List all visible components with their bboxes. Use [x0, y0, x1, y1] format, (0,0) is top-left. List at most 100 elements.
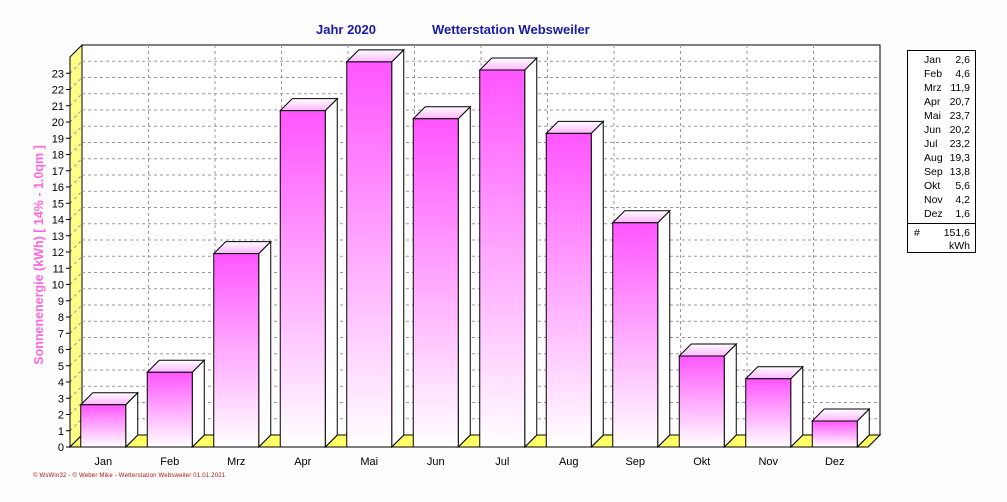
y-tick-label: 17 [52, 166, 64, 178]
legend-row: Aug 19,3 [908, 152, 975, 166]
bar-mai [345, 48, 405, 449]
bar-front [678, 355, 725, 448]
y-tick-label: 21 [52, 101, 64, 113]
x-tick-label: Okt [693, 456, 710, 468]
legend-month: Jun [924, 124, 941, 136]
bar-front [745, 378, 792, 448]
y-tick-label: 14 [52, 215, 64, 227]
legend-value: 23,2 [949, 138, 970, 150]
legend-value: 23,7 [949, 110, 970, 122]
grid-line-side [69, 385, 83, 399]
grid-line-side [69, 158, 83, 172]
footer-copyright: © WsWin32 - © Weber Mike - Wetterstation… [33, 473, 226, 479]
x-tick-label: Feb [160, 456, 179, 468]
grid-line-side [69, 77, 83, 90]
chart-station-title: Wetterstation Websweiler [432, 22, 590, 37]
y-tick-label: 18 [52, 150, 64, 162]
x-tick-label: Dez [825, 456, 845, 468]
legend-row: Sep 13,8 [908, 166, 975, 180]
y-tick-label: 8 [58, 312, 64, 324]
y-tick-label: 10 [52, 280, 64, 292]
legend-value: 4,2 [955, 194, 970, 206]
grid-line-side [69, 223, 83, 237]
y-tick-label: 23 [52, 68, 64, 80]
legend-row: Jan 2,6 [908, 54, 975, 68]
bar-jun [412, 105, 472, 449]
legend-month: Dez [924, 208, 943, 220]
y-tick-label: 12 [52, 247, 64, 259]
legend-total-symbol: # [914, 227, 920, 239]
bar-nov [744, 365, 804, 449]
legend-row: Mrz 11,9 [908, 82, 975, 96]
legend-row: Mai 23,7 [908, 110, 975, 124]
legend-value: 4,6 [955, 68, 970, 80]
bar-jul [478, 56, 538, 449]
y-tick-label: 3 [58, 393, 64, 405]
bar-side [191, 359, 205, 449]
y-tick-label: 2 [58, 410, 64, 422]
x-tick-label: Mai [360, 456, 378, 468]
legend-row: Okt 5,6 [908, 180, 975, 194]
bar-side [524, 56, 538, 449]
legend-month: Jul [924, 138, 938, 150]
y-tick-label: 13 [52, 231, 64, 243]
grid-line-side [69, 288, 83, 302]
x-tick-label: Jan [94, 456, 112, 468]
bar-front [612, 222, 659, 448]
bar-front [479, 69, 526, 448]
y-tick-label: 16 [52, 182, 64, 194]
x-tick-label: Nov [758, 456, 778, 468]
grid-line-side [69, 369, 83, 383]
grid-line-side [69, 304, 83, 318]
x-tick-label: Jun [427, 456, 445, 468]
legend-month: Feb [924, 68, 943, 80]
bar-apr [279, 97, 339, 449]
grid-line-side [69, 174, 83, 188]
grid-line-side [69, 418, 83, 432]
grid-line-side [69, 60, 83, 74]
x-tick-label: Mrz [227, 456, 245, 468]
bar-aug [545, 120, 605, 449]
grid-line-side [69, 190, 83, 204]
y-axis-label: Sonnenenergie (kWh) [ 14% - 1.0qm ] [32, 145, 46, 364]
x-axis-ticks: Jan Feb Mrz Apr Mai Jun Jul Aug Sep Okt Nov Dez [94, 456, 844, 468]
legend-row: Jun 20,2 [908, 124, 975, 138]
legend-divider [908, 223, 975, 224]
legend-month: Okt [924, 180, 941, 192]
legend-month: Sep [924, 166, 943, 178]
grid-line-side [69, 142, 83, 155]
bar-side [324, 97, 338, 449]
bar-front [279, 110, 326, 448]
legend-row: Feb 4,6 [908, 68, 975, 82]
grid-line-side [69, 402, 83, 415]
grid-line-side [69, 353, 83, 367]
grid-line-side [69, 109, 83, 123]
legend-month: Nov [924, 194, 943, 206]
y-tick-label: 4 [58, 377, 64, 389]
legend-row: Dez 1,6 [908, 208, 975, 222]
bar-side [258, 240, 272, 449]
bar-side [391, 48, 405, 449]
legend-value: 20,2 [949, 124, 970, 136]
y-tick-label: 1 [58, 426, 64, 438]
legend-value: 13,8 [949, 166, 970, 178]
grid-line-side [69, 239, 83, 253]
bar-feb [146, 359, 206, 449]
chart-year-title: Jahr 2020 [316, 22, 376, 37]
bar-front [346, 61, 393, 448]
y-tick-label: 22 [52, 85, 64, 97]
legend-value: 11,9 [950, 82, 970, 94]
grid-line-side [69, 125, 83, 139]
y-tick-label: 20 [52, 117, 64, 129]
bar-mrz [212, 240, 272, 449]
y-tick-label: 0 [58, 442, 64, 454]
legend-month: Aug [924, 152, 943, 164]
x-tick-label: Jul [495, 456, 509, 468]
grid-line-side [69, 207, 83, 220]
y-tick-label: 7 [58, 328, 64, 340]
legend-row: Jul 23,2 [908, 138, 975, 152]
legend-month: Mrz [924, 82, 942, 94]
y-tick-label: 5 [58, 361, 64, 373]
